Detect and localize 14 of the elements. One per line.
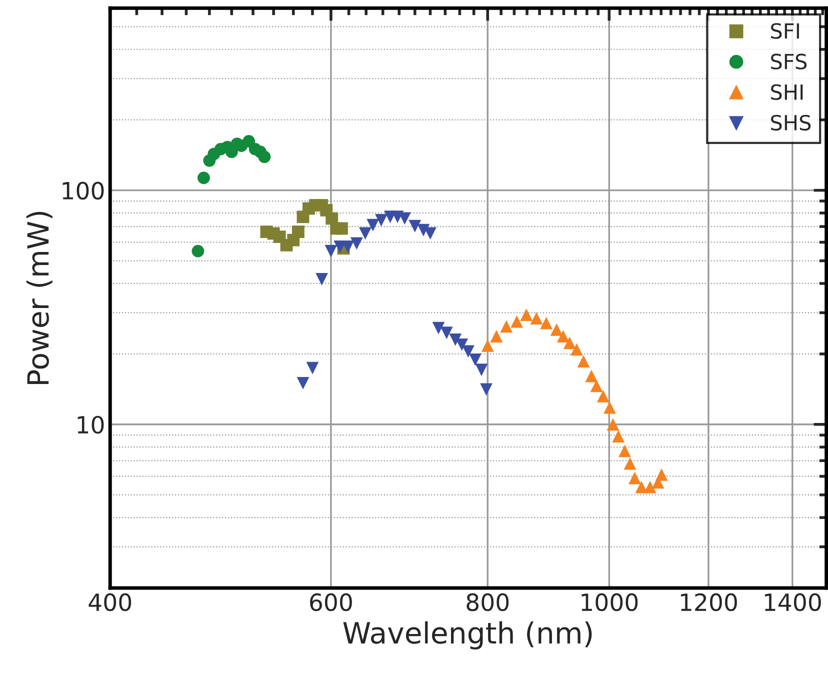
x-tick-label: 800: [466, 593, 509, 612]
y-tick-label: 100: [62, 182, 104, 200]
legend-label: SHS: [771, 114, 811, 131]
y-tick-label: 10: [78, 416, 104, 434]
x-tick-label: 600: [310, 593, 352, 612]
y-axis-title: Power (mW): [26, 212, 52, 384]
x-axis-title: Wavelength (nm): [343, 621, 592, 650]
legend-label: SFI: [771, 23, 799, 39]
x-tick-label: 1400: [764, 593, 821, 612]
x-tick-label: 1200: [681, 593, 737, 612]
x-tick-label: 400: [88, 593, 132, 612]
x-tick-label: 1000: [582, 593, 638, 612]
legend-label: SFS: [771, 54, 807, 70]
legend-label: SHI: [771, 84, 803, 100]
